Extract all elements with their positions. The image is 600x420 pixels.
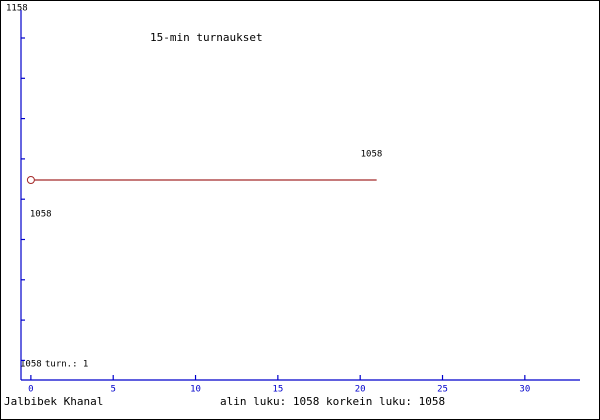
chart-title: 15-min turnaukset xyxy=(150,31,263,44)
y-bottom-label: 1058 xyxy=(20,360,42,370)
data-point xyxy=(26,176,35,184)
x-tick-label: 0 xyxy=(28,385,33,395)
value-label: 1058 xyxy=(361,150,383,160)
x-tick-label: 20 xyxy=(355,385,366,395)
x-tick-label: 25 xyxy=(437,385,448,395)
x-tick-label: 5 xyxy=(110,385,115,395)
footer-left: Jalbibek Khanal xyxy=(4,395,103,408)
y-top-label: 1158 xyxy=(6,4,28,14)
footer-right: alin luku: 1058 korkein luku: 1058 xyxy=(220,395,445,408)
value-label: 1058 xyxy=(30,210,52,220)
legend-entry: turn.: 1 xyxy=(45,360,88,370)
x-tick-label: 10 xyxy=(190,385,201,395)
x-tick-label: 30 xyxy=(519,385,530,395)
x-tick-label: 15 xyxy=(272,385,283,395)
